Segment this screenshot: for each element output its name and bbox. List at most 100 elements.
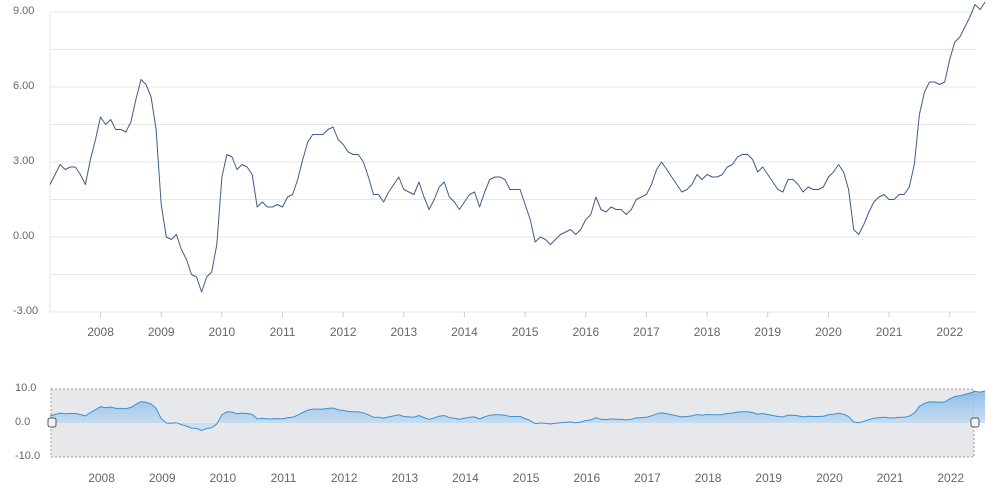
data-point[interactable] [457, 208, 461, 212]
data-point[interactable] [826, 175, 830, 179]
data-point[interactable] [705, 173, 709, 177]
data-point[interactable] [882, 193, 886, 197]
data-point[interactable] [796, 183, 800, 187]
data-point[interactable] [670, 175, 674, 179]
data-point[interactable] [144, 83, 148, 87]
data-point[interactable] [68, 165, 72, 169]
data-point[interactable] [316, 133, 320, 137]
data-point[interactable] [473, 190, 477, 194]
data-point[interactable] [346, 150, 350, 154]
data-point[interactable] [746, 153, 750, 157]
data-point[interactable] [816, 188, 820, 192]
data-point[interactable] [533, 240, 537, 244]
data-point[interactable] [761, 165, 765, 169]
data-point[interactable] [953, 40, 957, 44]
data-point[interactable] [907, 185, 911, 189]
data-point[interactable] [164, 235, 168, 239]
data-point[interactable] [599, 208, 603, 212]
data-point[interactable] [260, 200, 264, 204]
data-point[interactable] [240, 163, 244, 167]
data-point[interactable] [412, 193, 416, 197]
data-point[interactable] [569, 228, 573, 232]
data-point[interactable] [169, 238, 173, 242]
data-point[interactable] [559, 233, 563, 237]
data-point[interactable] [917, 113, 921, 117]
data-point[interactable] [594, 195, 598, 199]
data-point[interactable] [53, 173, 57, 177]
data-point[interactable] [356, 153, 360, 157]
data-point[interactable] [109, 118, 113, 122]
data-point[interactable] [291, 193, 295, 197]
data-point[interactable] [437, 185, 441, 189]
data-point[interactable] [887, 198, 891, 202]
data-point[interactable] [296, 178, 300, 182]
navigator-handle[interactable] [47, 417, 57, 428]
data-point[interactable] [276, 203, 280, 207]
data-point[interactable] [958, 35, 962, 39]
data-point[interactable] [756, 170, 760, 174]
data-point[interactable] [564, 230, 568, 234]
data-point[interactable] [265, 205, 269, 209]
data-point[interactable] [382, 200, 386, 204]
data-point[interactable] [660, 160, 664, 164]
data-point[interactable] [538, 235, 542, 239]
data-point[interactable] [634, 198, 638, 202]
data-point[interactable] [543, 238, 547, 242]
data-point[interactable] [58, 163, 62, 167]
data-point[interactable] [255, 205, 259, 209]
data-point[interactable] [948, 58, 952, 62]
data-point[interactable] [447, 195, 451, 199]
navigator[interactable]: 10.0 0.0 -10.0 2008 2009 2010 2011 2012 2013 201… [15, 382, 986, 485]
navigator-handle[interactable] [970, 417, 980, 428]
data-point[interactable] [129, 120, 133, 124]
data-point[interactable] [114, 128, 118, 132]
data-point[interactable] [468, 193, 472, 197]
data-point[interactable] [422, 195, 426, 199]
data-point[interactable] [159, 203, 163, 207]
data-point[interactable] [99, 115, 103, 119]
data-point[interactable] [619, 208, 623, 212]
data-point[interactable] [933, 80, 937, 84]
data-point[interactable] [478, 205, 482, 209]
data-point[interactable] [847, 188, 851, 192]
data-point[interactable] [432, 198, 436, 202]
data-point[interactable] [644, 193, 648, 197]
data-point[interactable] [88, 158, 92, 162]
data-point[interactable] [336, 138, 340, 142]
data-point[interactable] [938, 83, 942, 87]
data-point[interactable] [589, 213, 593, 217]
data-point[interactable] [857, 233, 861, 237]
data-point[interactable] [523, 203, 527, 207]
data-point[interactable] [554, 238, 558, 242]
data-point[interactable] [786, 178, 790, 182]
data-point[interactable] [983, 0, 987, 4]
data-point[interactable] [341, 143, 345, 147]
data-point[interactable] [690, 183, 694, 187]
data-point[interactable] [801, 190, 805, 194]
data-point[interactable] [771, 180, 775, 184]
data-point[interactable] [306, 140, 310, 144]
data-point[interactable] [417, 180, 421, 184]
data-point[interactable] [943, 80, 947, 84]
data-point[interactable] [210, 270, 214, 274]
data-point[interactable] [200, 290, 204, 294]
data-point[interactable] [741, 153, 745, 157]
data-point[interactable] [63, 168, 67, 172]
data-point[interactable] [928, 80, 932, 84]
data-point[interactable] [124, 130, 128, 134]
data-point[interactable] [250, 173, 254, 177]
data-point[interactable] [104, 123, 108, 127]
data-point[interactable] [776, 188, 780, 192]
data-point[interactable] [361, 160, 365, 164]
data-point[interactable] [452, 200, 456, 204]
data-point[interactable] [811, 188, 815, 192]
data-point[interactable] [326, 128, 330, 132]
data-point[interactable] [387, 190, 391, 194]
data-point[interactable] [872, 200, 876, 204]
data-point[interactable] [902, 193, 906, 197]
data-point[interactable] [735, 155, 739, 159]
data-point[interactable] [725, 165, 729, 169]
data-point[interactable] [366, 175, 370, 179]
navigator-handles[interactable] [47, 417, 980, 428]
data-point[interactable] [407, 190, 411, 194]
